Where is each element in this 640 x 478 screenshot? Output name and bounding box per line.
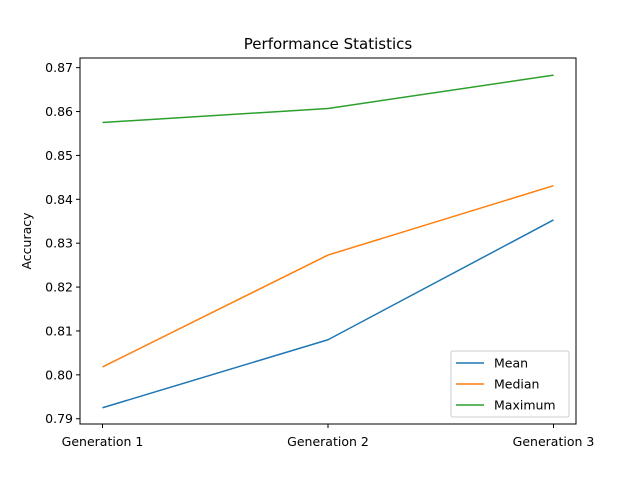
legend: Mean Median Maximum bbox=[450, 350, 570, 418]
legend-label: Mean bbox=[494, 356, 528, 371]
x-axis: Generation 1 Generation 2 Generation 3 bbox=[62, 424, 595, 449]
y-tick-label: 0.87 bbox=[45, 60, 73, 75]
y-tick-label: 0.83 bbox=[45, 236, 73, 251]
legend-label: Maximum bbox=[494, 398, 556, 413]
x-tick-label: Generation 2 bbox=[287, 434, 369, 449]
y-tick-label: 0.85 bbox=[45, 148, 73, 163]
y-tick-label: 0.80 bbox=[45, 367, 73, 382]
y-tick-label: 0.86 bbox=[45, 104, 73, 119]
series-line-mean bbox=[102, 219, 554, 409]
y-tick-label: 0.82 bbox=[45, 280, 73, 295]
y-axis-label: Accuracy bbox=[19, 212, 34, 270]
y-axis: 0.79 0.80 0.81 0.82 0.83 0.84 0.85 0.86 0.87 bbox=[45, 60, 80, 426]
x-tick-label: Generation 3 bbox=[513, 434, 595, 449]
y-tick-label: 0.79 bbox=[45, 411, 73, 426]
legend-box bbox=[450, 350, 570, 418]
chart-title: Performance Statistics bbox=[244, 35, 413, 53]
x-tick-label: Generation 1 bbox=[62, 434, 144, 449]
y-tick-label: 0.81 bbox=[45, 323, 73, 338]
series-line-maximum bbox=[102, 74, 554, 124]
y-tick-label: 0.84 bbox=[45, 192, 73, 207]
plot-area bbox=[102, 74, 554, 409]
legend-label: Median bbox=[494, 377, 539, 392]
series-line-median bbox=[102, 184, 554, 368]
